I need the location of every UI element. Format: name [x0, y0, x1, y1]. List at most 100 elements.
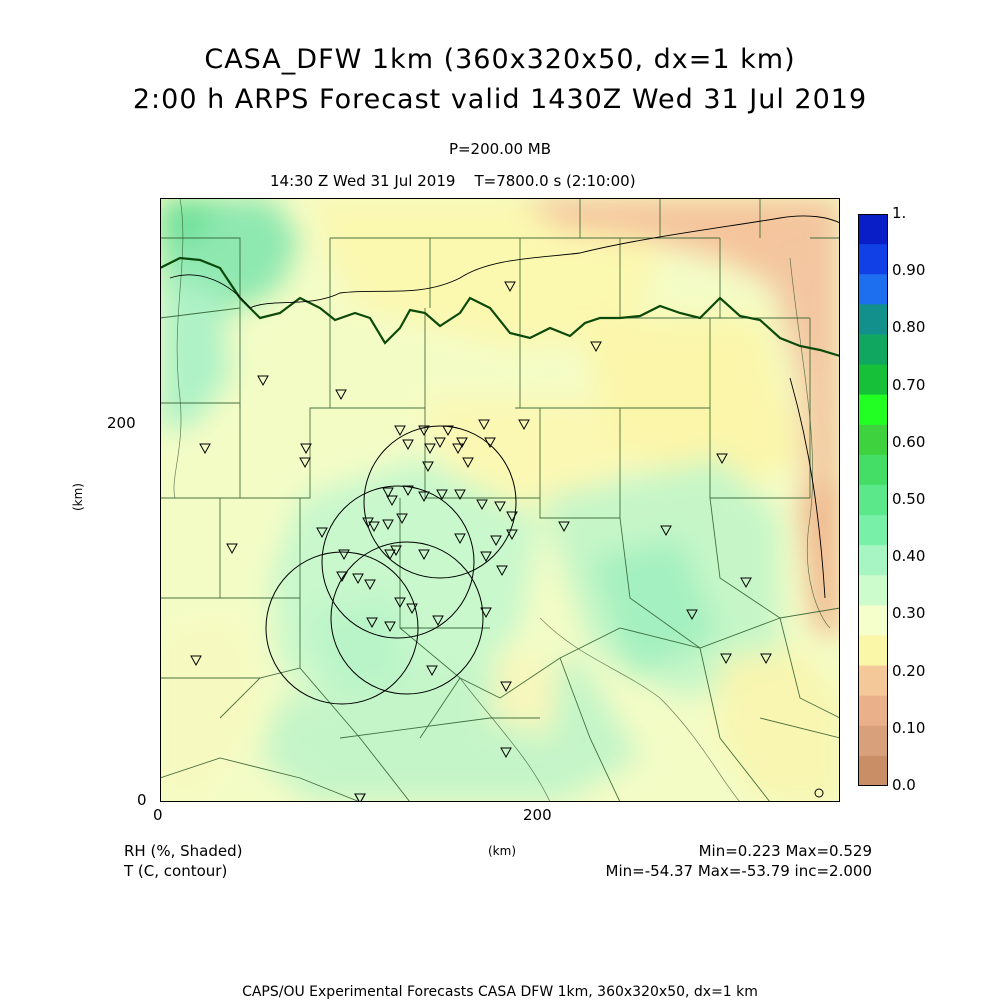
colorbar-cell	[858, 605, 888, 636]
station-triangle	[442, 425, 454, 437]
temperature-contour	[169, 215, 840, 309]
colorbar-label: 0.50	[892, 490, 926, 508]
station-triangle	[336, 571, 348, 583]
colorbar-cell	[858, 424, 888, 456]
station-triangle	[422, 461, 434, 473]
station-triangle	[454, 489, 466, 501]
station-triangle	[199, 443, 211, 455]
colorbar-cell	[858, 214, 888, 245]
station-triangle	[402, 485, 414, 497]
station-triangle	[490, 535, 502, 547]
station-triangle	[452, 443, 464, 455]
station-triangle	[478, 419, 490, 431]
station-triangle	[394, 597, 406, 609]
station-triangle	[558, 521, 570, 533]
colorbar-cell	[858, 635, 888, 667]
station-triangle	[436, 489, 448, 501]
colorbar-label: 0.70	[892, 375, 926, 394]
station-triangle	[456, 437, 468, 449]
station-triangle	[500, 747, 512, 759]
station-triangle	[354, 793, 366, 802]
colorbar-frame	[858, 214, 888, 786]
station-triangle	[480, 551, 492, 563]
station-triangle	[352, 573, 364, 585]
station-triangle	[506, 529, 518, 541]
colorbar-cell	[858, 484, 888, 516]
station-triangle	[382, 519, 394, 531]
model-time-text: T=7800.0 s (2:10:00)	[474, 172, 636, 190]
pressure-level-label: P=200.00 MB	[448, 140, 552, 158]
station-triangle	[335, 389, 347, 401]
x-tick-label-200: 200	[523, 806, 552, 824]
station-triangle	[402, 439, 414, 451]
station-triangle	[506, 511, 518, 523]
colorbar-label: 0.0	[892, 776, 916, 794]
rh-colorbar	[858, 214, 888, 786]
y-tick-label-200: 200	[107, 414, 136, 432]
shaded-stats: Min=0.223 Max=0.529	[698, 842, 872, 860]
x-tick-label-0: 0	[153, 806, 163, 824]
station-triangle	[396, 513, 408, 525]
colorbar-cell	[858, 695, 888, 727]
station-triangle	[434, 437, 446, 449]
station-triangle	[760, 653, 772, 665]
station-triangle	[518, 419, 530, 431]
station-circle-marker	[814, 788, 824, 798]
station-triangle	[257, 375, 269, 387]
colorbar-label: 0.80	[892, 318, 926, 337]
colorbar-label: 0.90	[892, 261, 926, 280]
station-triangle	[504, 281, 516, 293]
station-triangle	[720, 653, 732, 665]
station-triangle	[386, 495, 398, 507]
station-triangle	[432, 615, 444, 627]
station-triangle	[480, 607, 492, 619]
contour-field-label: T (C, contour)	[124, 862, 228, 880]
station-triangle	[382, 487, 394, 499]
station-triangle	[494, 501, 506, 513]
colorbar-cell	[858, 665, 888, 697]
station-triangle	[390, 545, 402, 557]
station-triangle	[406, 603, 418, 615]
colorbar-cell	[858, 755, 888, 786]
x-axis-unit: (km)	[488, 844, 517, 858]
station-triangle	[338, 549, 350, 561]
map-title-line1: CASA_DFW 1km (360x320x50, dx=1 km)	[204, 44, 796, 75]
station-triangle	[686, 609, 698, 621]
colorbar-label: 1.	[892, 204, 907, 222]
station-triangle	[226, 543, 238, 555]
station-triangle	[364, 579, 376, 591]
colorbar-cell	[858, 274, 888, 305]
colorbar-label: 0.40	[892, 547, 926, 566]
shaded-field-label: RH (%, Shaded)	[124, 842, 243, 860]
colorbar-label: 0.20	[892, 661, 926, 680]
temperature-contour-east	[789, 377, 826, 599]
colorbar-cell	[858, 545, 888, 576]
station-triangle	[462, 457, 474, 469]
colorbar-cell	[858, 454, 888, 486]
station-triangle	[366, 617, 378, 629]
station-triangle	[496, 565, 508, 577]
station-triangle	[299, 457, 311, 469]
station-triangle	[418, 425, 430, 437]
station-triangle	[316, 527, 328, 539]
station-triangle	[418, 491, 430, 503]
station-triangle	[300, 443, 312, 455]
station-triangle	[454, 533, 466, 545]
contour-stats: Min=-54.37 Max=-53.79 inc=2.000	[605, 862, 872, 880]
colorbar-cell	[858, 244, 888, 275]
station-triangle	[740, 577, 752, 589]
forecast-map	[160, 198, 840, 802]
radar-ring	[330, 541, 484, 695]
radar-rings	[265, 425, 517, 705]
station-triangle	[190, 655, 202, 667]
footer-credit: CAPS/OU Experimental Forecasts CASA DFW …	[242, 984, 758, 1000]
map-frame	[160, 198, 840, 802]
radar-ring	[321, 485, 475, 639]
station-markers	[190, 281, 772, 802]
station-triangle	[590, 341, 602, 353]
station-triangle	[384, 621, 396, 633]
station-triangle	[394, 425, 406, 437]
valid-time-label: 14:30 Z Wed 31 Jul 2019 T=7800.0 s (2:10…	[270, 172, 636, 190]
colorbar-label: 0.10	[892, 718, 926, 737]
radar-ring	[363, 425, 517, 579]
